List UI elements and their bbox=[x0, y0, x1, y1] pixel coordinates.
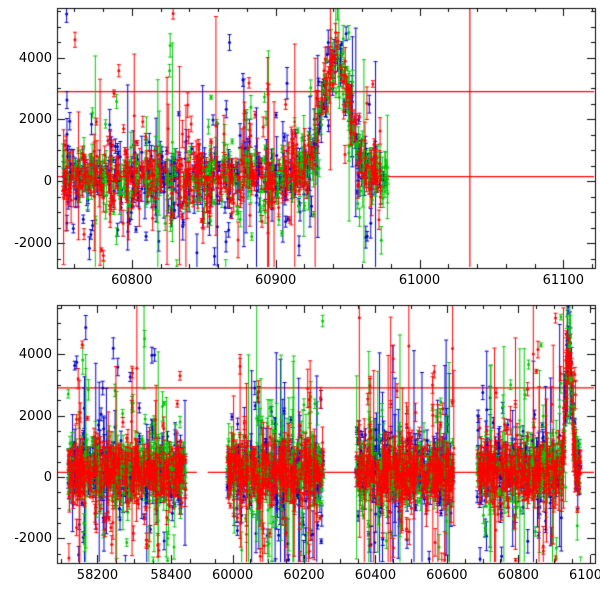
y-tick-label: 0 bbox=[43, 174, 52, 190]
x-tick-label: 60200 bbox=[283, 568, 325, 583]
y-tick-label: 2000 bbox=[18, 408, 52, 424]
x-tick-label: 60400 bbox=[354, 568, 397, 583]
x-tick-label: 60800 bbox=[111, 273, 153, 288]
x-tick-label: 60600 bbox=[426, 568, 468, 583]
x-tick-label: 60800 bbox=[497, 568, 539, 583]
y-tick-label: 4000 bbox=[18, 347, 52, 363]
x-tick-label: 60900 bbox=[254, 273, 297, 288]
x-tick-label: 61000 bbox=[398, 273, 441, 288]
bottom-panel-canvas bbox=[0, 300, 600, 600]
x-tick-label: 58200 bbox=[76, 568, 119, 583]
y-tick-label: -2000 bbox=[14, 531, 52, 547]
y-tick-label: -2000 bbox=[14, 236, 52, 252]
y-tick-label: 2000 bbox=[18, 112, 52, 128]
x-tick-label: 61100 bbox=[542, 273, 585, 288]
y-tick-label: 0 bbox=[43, 470, 52, 485]
top-panel-canvas bbox=[0, 0, 600, 300]
x-tick-label: 60000 bbox=[211, 568, 254, 583]
y-tick-label: 4000 bbox=[18, 50, 52, 66]
x-tick-label: 61000 bbox=[568, 568, 600, 583]
x-tick-label: 58400 bbox=[150, 568, 192, 583]
